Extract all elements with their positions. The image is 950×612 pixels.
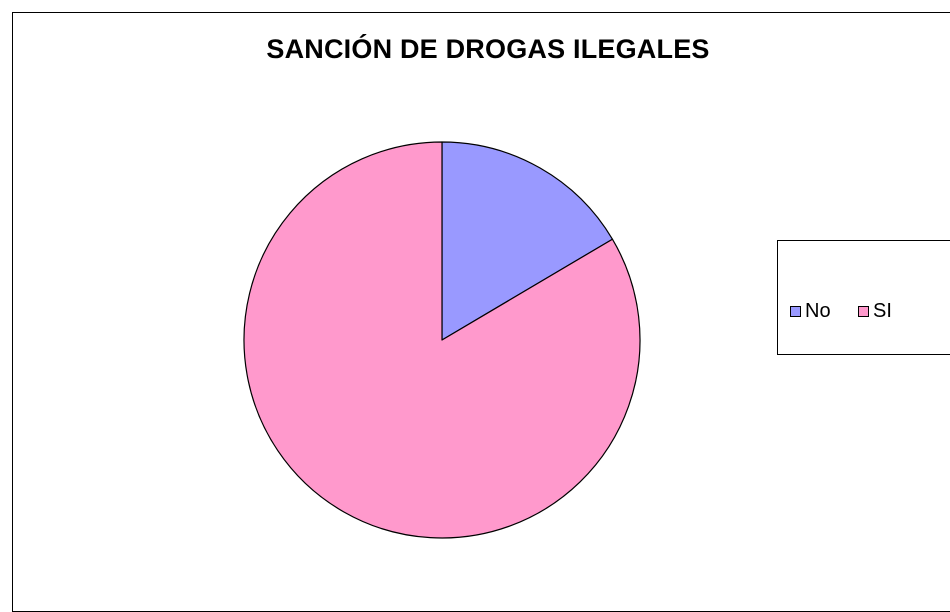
- pie-chart: [243, 141, 641, 539]
- legend-swatch-si: [858, 305, 869, 317]
- legend-label-no: No: [805, 300, 831, 322]
- legend: No SI: [777, 240, 950, 355]
- chart-area: SANCIÓN DE DROGAS ILEGALES No SI: [12, 12, 950, 612]
- legend-swatch-no: [790, 305, 801, 317]
- chart-title: SANCIÓN DE DROGAS ILEGALES: [266, 34, 710, 64]
- pie-slice-si: [243, 141, 641, 539]
- legend-entry-si: SI: [858, 301, 892, 321]
- legend-entry-no: No: [790, 301, 831, 321]
- legend-label-si: SI: [873, 300, 892, 322]
- pie-slice-no: [441, 141, 614, 341]
